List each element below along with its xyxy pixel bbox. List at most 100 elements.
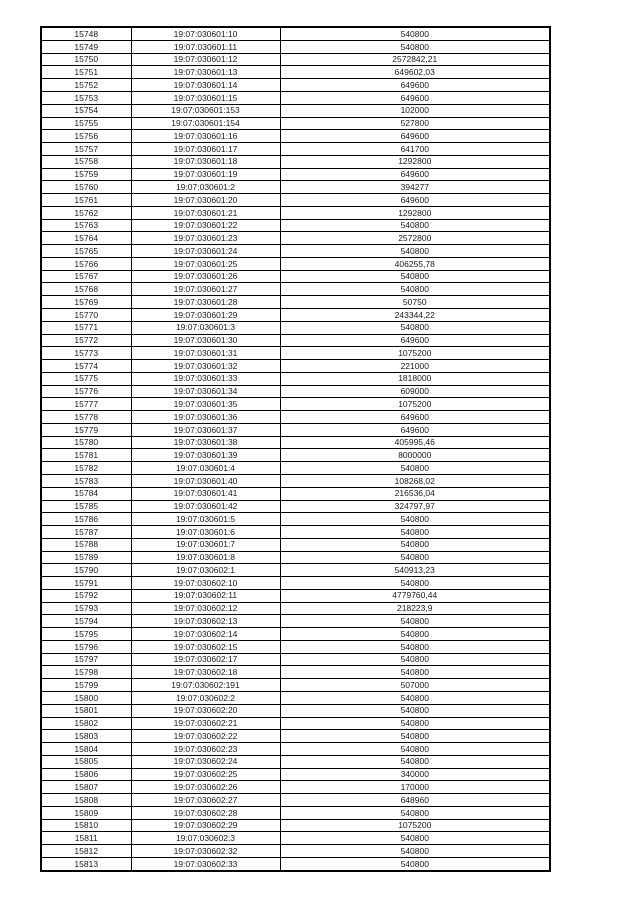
cadastral-number-cell: 19:07:030601:36 <box>130 410 281 424</box>
table-row: 15778 19:07:030601:36 649600 <box>40 410 551 424</box>
table-row: 15792 19:07:030602:11 4779760,44 <box>40 588 551 603</box>
table-row: 15786 19:07:030601:5 540800 <box>40 512 551 527</box>
cadastral-number-cell: 19:07:030601:32 <box>130 359 281 373</box>
row-number-cell: 15763 <box>40 218 132 233</box>
cadastral-number-cell: 19:07:030601:13 <box>130 65 281 80</box>
row-number-cell: 15811 <box>40 831 132 846</box>
cadastral-number-cell: 19:07:030601:5 <box>130 512 281 527</box>
cadastral-number-cell: 19:07:030601:23 <box>130 231 281 246</box>
row-number-cell: 15756 <box>40 129 132 144</box>
table-row: 15753 19:07:030601:15 649600 <box>40 91 551 105</box>
table-row: 15760 19:07:030601:2 394277 <box>40 180 551 195</box>
row-number-cell: 15788 <box>40 537 132 552</box>
value-cell: 641700 <box>279 142 551 156</box>
row-number-cell: 15749 <box>40 39 132 54</box>
table-row: 15812 19:07:030602:32 540800 <box>40 844 551 858</box>
row-number-cell: 15767 <box>40 269 132 284</box>
row-number-cell: 15782 <box>40 461 132 475</box>
cadastral-number-cell: 19:07:030601:34 <box>130 384 281 399</box>
row-number-cell: 15813 <box>40 856 132 872</box>
cadastral-number-cell: 19:07:030601:6 <box>130 525 281 539</box>
value-cell: 540800 <box>279 703 551 718</box>
row-number-cell: 15786 <box>40 512 132 527</box>
table-row: 15804 19:07:030602:23 540800 <box>40 742 551 756</box>
row-number-cell: 15805 <box>40 754 132 769</box>
table-row: 15763 19:07:030601:22 540800 <box>40 218 551 233</box>
cadastral-number-cell: 19:07:030601:12 <box>130 52 281 67</box>
row-number-cell: 15773 <box>40 346 132 361</box>
value-cell: 649602,03 <box>279 65 551 80</box>
table-row: 15752 19:07:030601:14 649600 <box>40 78 551 92</box>
value-cell: 649600 <box>279 91 551 105</box>
value-cell: 540800 <box>279 537 551 552</box>
table-row: 15758 19:07:030601:18 1292800 <box>40 154 551 169</box>
value-cell: 1292800 <box>279 154 551 169</box>
value-cell: 540800 <box>279 639 551 654</box>
value-cell: 507000 <box>279 678 551 692</box>
cadastral-number-cell: 19:07:030602:26 <box>130 780 281 795</box>
table-row: 15767 19:07:030601:26 540800 <box>40 269 551 284</box>
value-cell: 540800 <box>279 26 551 41</box>
row-number-cell: 15768 <box>40 282 132 297</box>
value-cell: 102000 <box>279 103 551 118</box>
value-cell: 540800 <box>279 525 551 539</box>
row-number-cell: 15775 <box>40 371 132 386</box>
row-number-cell: 15759 <box>40 167 132 182</box>
table-row: 15793 19:07:030602:12 218223,9 <box>40 601 551 616</box>
table-row: 15795 19:07:030602:14 540800 <box>40 627 551 641</box>
row-number-cell: 15795 <box>40 627 132 641</box>
table-row: 15777 19:07:030601:35 1075200 <box>40 397 551 412</box>
cadastral-number-cell: 19:07:030601:2 <box>130 180 281 195</box>
value-cell: 540800 <box>279 665 551 680</box>
cadastral-number-cell: 19:07:030602:12 <box>130 601 281 616</box>
table-row: 15771 19:07:030601:3 540800 <box>40 320 551 335</box>
cadastral-number-cell: 19:07:030601:15 <box>130 91 281 105</box>
table-row: 15789 19:07:030601:8 540800 <box>40 550 551 565</box>
cadastral-number-cell: 19:07:030602:15 <box>130 639 281 654</box>
cadastral-number-cell: 19:07:030602:25 <box>130 767 281 782</box>
value-cell: 394277 <box>279 180 551 195</box>
row-number-cell: 15751 <box>40 65 132 80</box>
value-cell: 540800 <box>279 805 551 820</box>
table-row: 15787 19:07:030601:6 540800 <box>40 525 551 539</box>
row-number-cell: 15766 <box>40 256 132 271</box>
row-number-cell: 15796 <box>40 639 132 654</box>
row-number-cell: 15776 <box>40 384 132 399</box>
value-cell: 540800 <box>279 627 551 641</box>
table-body: 15748 19:07:030601:10 540800 15749 19:07:030… <box>40 26 551 872</box>
table-row: 15780 19:07:030601:38 405995,46 <box>40 435 551 450</box>
row-number-cell: 15806 <box>40 767 132 782</box>
value-cell: 170000 <box>279 780 551 795</box>
row-number-cell: 15792 <box>40 588 132 603</box>
value-cell: 243344,22 <box>279 308 551 322</box>
value-cell: 649600 <box>279 129 551 144</box>
value-cell: 540800 <box>279 856 551 872</box>
row-number-cell: 15780 <box>40 435 132 450</box>
value-cell: 1075200 <box>279 346 551 361</box>
value-cell: 540800 <box>279 550 551 565</box>
cadastral-number-cell: 19:07:030602:18 <box>130 665 281 680</box>
value-cell: 2572800 <box>279 231 551 246</box>
table-row: 15770 19:07:030601:29 243344,22 <box>40 308 551 322</box>
table-row: 15761 19:07:030601:20 649600 <box>40 193 551 207</box>
row-number-cell: 15778 <box>40 410 132 424</box>
cadastral-number-cell: 19:07:030601:16 <box>130 129 281 144</box>
data-table: 15748 19:07:030601:10 540800 15749 19:07:030… <box>40 26 551 872</box>
row-number-cell: 15765 <box>40 244 132 258</box>
table-row: 15762 19:07:030601:21 1292800 <box>40 205 551 220</box>
cadastral-number-cell: 19:07:030602:24 <box>130 754 281 769</box>
row-number-cell: 15784 <box>40 486 132 501</box>
table-row: 15782 19:07:030601:4 540800 <box>40 461 551 475</box>
table-row: 15808 19:07:030602:27 648960 <box>40 793 551 807</box>
value-cell: 1818000 <box>279 371 551 386</box>
cadastral-number-cell: 19:07:030601:17 <box>130 142 281 156</box>
table-row: 15749 19:07:030601:11 540800 <box>40 39 551 54</box>
table-row: 15766 19:07:030601:25 406255,78 <box>40 256 551 271</box>
cadastral-number-cell: 19:07:030602:23 <box>130 742 281 756</box>
row-number-cell: 15781 <box>40 448 132 463</box>
value-cell: 540800 <box>279 754 551 769</box>
cadastral-number-cell: 19:07:030601:37 <box>130 422 281 437</box>
table-row: 15798 19:07:030602:18 540800 <box>40 665 551 680</box>
table-row: 15806 19:07:030602:25 340000 <box>40 767 551 782</box>
